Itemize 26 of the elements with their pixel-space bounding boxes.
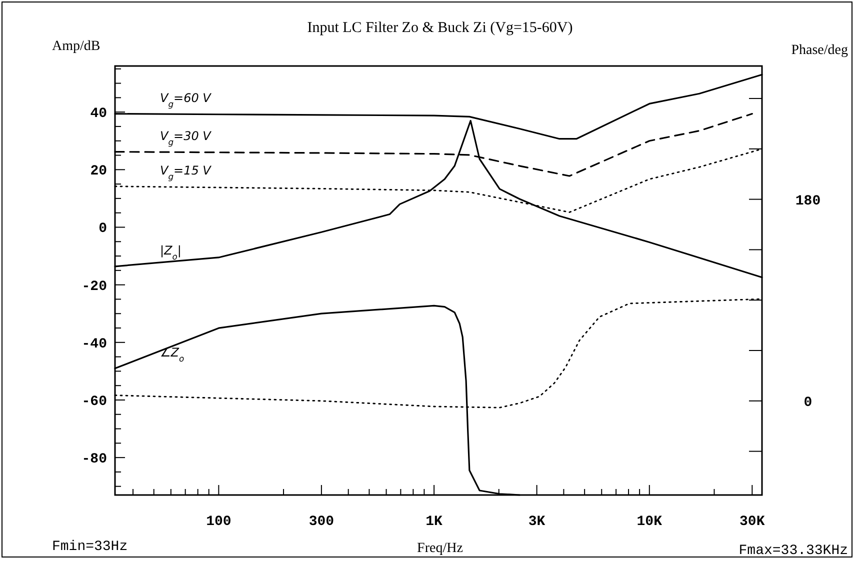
chart-title: Input LC Filter Zo & Buck Zi (Vg=15-60V) bbox=[307, 20, 573, 36]
x-tick-label: 3K bbox=[528, 514, 546, 530]
y2-tick-label: 180 bbox=[795, 193, 821, 210]
y2-axis-title: Phase/deg bbox=[791, 43, 848, 58]
y-tick-label: -40 bbox=[82, 336, 107, 352]
x-tick-label: 30K bbox=[740, 514, 766, 530]
y-axis-title: Amp/dB bbox=[52, 39, 100, 54]
series-label: V$_{g}$=15 V bbox=[160, 163, 212, 182]
series-label: V$_{g}$=60 V bbox=[160, 90, 212, 109]
y-tick-label: 40 bbox=[90, 106, 107, 122]
x-tick-label: 1K bbox=[426, 514, 444, 530]
series-label: ∠Z$_{o}$ bbox=[160, 345, 184, 364]
y-tick-label: -60 bbox=[82, 394, 107, 410]
y-tick-label: 0 bbox=[98, 221, 107, 238]
series-label: |Z$_{o}$| bbox=[160, 243, 182, 262]
text: Fmax=33.33KHz bbox=[738, 543, 848, 559]
y2-tick-label: 0 bbox=[804, 394, 812, 411]
series-label: V$_{g}$=30 V bbox=[160, 128, 212, 147]
y-tick-label: -20 bbox=[82, 278, 107, 295]
x-tick-label: 100 bbox=[206, 514, 232, 530]
y-tick-label: -80 bbox=[82, 452, 107, 468]
text: Fmin=33Hz bbox=[52, 539, 128, 555]
x-axis-title: Freq/Hz bbox=[417, 541, 463, 556]
x-tick-label: 10K bbox=[636, 514, 663, 530]
x-tick-label: 300 bbox=[308, 514, 334, 530]
y-tick-label: 20 bbox=[90, 164, 107, 180]
